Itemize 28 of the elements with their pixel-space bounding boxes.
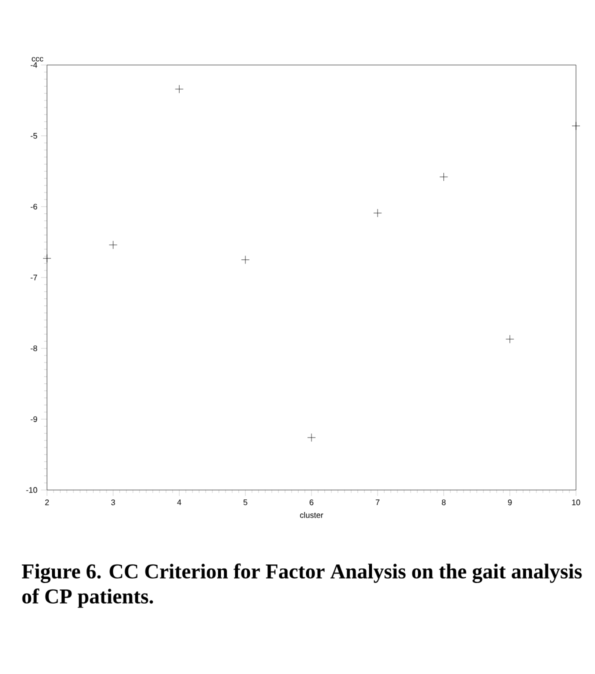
point: [108, 240, 118, 250]
point: [307, 433, 316, 442]
x-tick-label: 4: [177, 500, 182, 506]
y-tick-label: -9: [30, 416, 38, 422]
y-axis-title: ccc: [32, 57, 44, 62]
x-tick-label: 9: [508, 500, 512, 506]
point: [373, 208, 382, 218]
y-tick-label: -5: [30, 133, 38, 139]
x-tick-label: 8: [442, 500, 446, 506]
x-tick-label: 10: [572, 500, 580, 506]
point: [440, 172, 448, 182]
x-tick-label: 2: [45, 500, 49, 506]
point: [175, 84, 184, 94]
y-tick-label: -4: [30, 62, 38, 68]
text: Figure 6. CC Criterion for Factor Analysis on the gait analysis of CP patients.: [22, 564, 582, 608]
y-tick-label: -7: [30, 274, 38, 280]
y-tick-label: -6: [30, 204, 38, 210]
x-tick-label: 5: [243, 500, 248, 506]
point: [572, 122, 580, 130]
x-tick-label: 3: [111, 500, 115, 506]
x-axis-title: cluster: [300, 512, 324, 518]
point: [506, 334, 514, 344]
y-tick-label: -10: [26, 487, 38, 493]
y-tick-label: -8: [30, 346, 38, 352]
x-tick-label: 6: [310, 500, 314, 506]
point: [42, 254, 52, 263]
x-tick-label: 7: [376, 500, 380, 506]
point: [241, 256, 250, 264]
